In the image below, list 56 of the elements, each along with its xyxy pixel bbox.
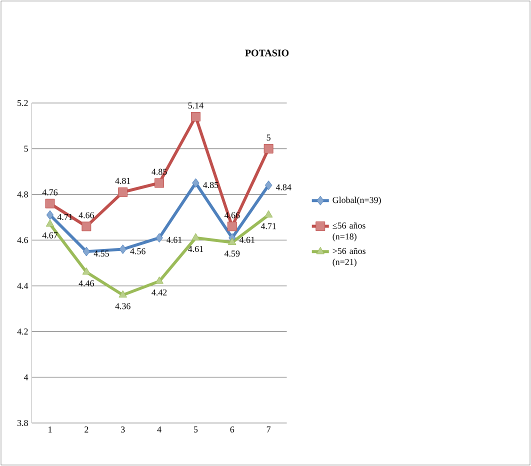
data-label: 4.36 [115, 303, 130, 310]
data-label: 4.56 [130, 248, 146, 254]
point [190, 112, 200, 122]
data-label: 4.61 [239, 236, 254, 243]
x-tick-label: 5 [194, 426, 198, 432]
data-label: 4.46 [78, 280, 94, 286]
data-label: 4.84 [276, 184, 292, 190]
point [156, 233, 163, 243]
point [264, 144, 274, 154]
point [264, 210, 273, 218]
data-label: 4.42 [152, 289, 167, 296]
legend-label: Global(n=39) [332, 196, 381, 205]
data-label: 5.14 [188, 102, 204, 109]
x-tick-label: 7 [266, 426, 271, 432]
y-tick-label: 5.2 [18, 100, 28, 106]
point [46, 210, 54, 220]
x-tick-label: 1 [48, 426, 52, 432]
y-tick-label: 4.8 [17, 191, 28, 198]
data-label: 4.67 [42, 232, 58, 238]
data-label: 4.61 [166, 236, 182, 243]
chart-title: POTASIO [245, 50, 289, 56]
point [154, 178, 164, 188]
x-tick-label: 2 [84, 426, 88, 432]
data-label: 4.61 [188, 246, 204, 252]
data-label: 4.71 [260, 223, 276, 230]
data-label: 4.55 [94, 250, 109, 257]
data-label: 5 [266, 134, 270, 141]
x-tick-label: 4 [157, 426, 162, 432]
point [228, 238, 236, 245]
point [227, 222, 237, 232]
y-tick-label: 4.6 [17, 237, 28, 244]
data-label: 4.81 [115, 178, 130, 184]
point [118, 187, 128, 197]
point [192, 233, 200, 240]
point [46, 219, 54, 227]
legend-label: >56 años (n=21) [332, 248, 366, 267]
point [192, 178, 200, 188]
data-label: 4.59 [224, 250, 240, 257]
legend-label: ≤56 años (n=18) [332, 222, 366, 242]
point [119, 244, 126, 254]
data-label: 4.76 [42, 189, 58, 196]
y-tick-label: 4 [24, 374, 28, 380]
data-label: 4.66 [78, 212, 94, 218]
point [118, 290, 127, 298]
x-tick-label: 3 [121, 426, 125, 433]
point [264, 180, 272, 190]
y-tick-label: 4.2 [17, 328, 28, 335]
point [82, 222, 92, 232]
y-tick-label: 3.8 [17, 420, 28, 426]
y-tick-label: 5 [24, 146, 28, 152]
point [45, 198, 55, 208]
point [82, 267, 91, 275]
point [155, 276, 164, 284]
point [82, 246, 90, 256]
x-tick-label: 6 [230, 426, 234, 433]
y-tick-label: 4.4 [17, 282, 28, 289]
